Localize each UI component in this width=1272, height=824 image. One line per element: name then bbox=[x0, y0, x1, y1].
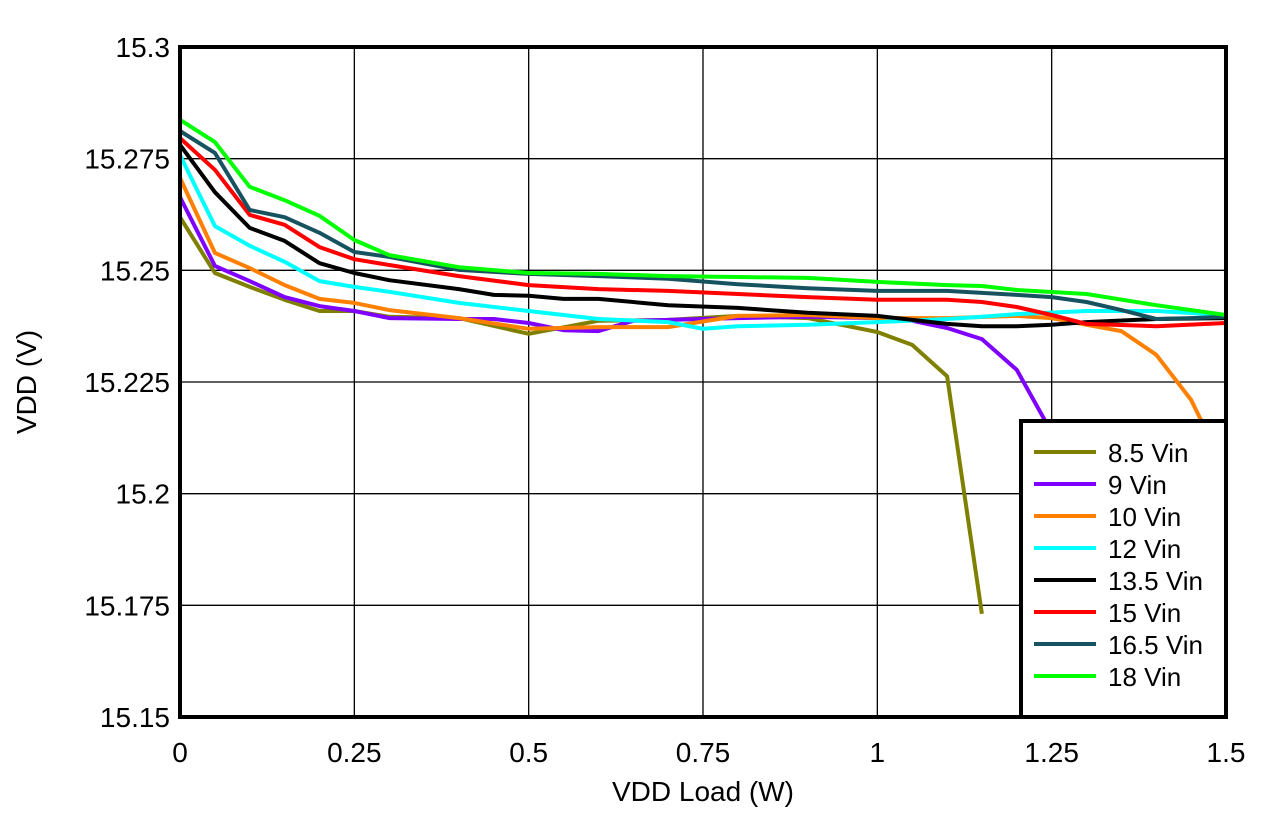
y-tick-label: 15.15 bbox=[100, 702, 170, 733]
y-axis-label: VDD (V) bbox=[11, 330, 42, 434]
legend-label: 15 Vin bbox=[1108, 598, 1181, 628]
x-tick-label: 0.25 bbox=[327, 737, 382, 768]
x-tick-labels: 0 0.25 0.5 0.75 1 1.25 1.5 bbox=[172, 737, 1245, 768]
x-tick-label: 0.5 bbox=[509, 737, 548, 768]
x-tick-label: 1 bbox=[870, 737, 886, 768]
legend-box bbox=[1019, 419, 1228, 719]
legend-label: 10 Vin bbox=[1108, 502, 1181, 532]
plot-frame bbox=[178, 45, 1228, 719]
legend-label: 8.5 Vin bbox=[1108, 438, 1188, 468]
y-tick-label: 15.25 bbox=[100, 255, 170, 286]
x-tick-label: 0 bbox=[172, 737, 188, 768]
legend-label: 18 Vin bbox=[1108, 662, 1181, 692]
series-lines bbox=[178, 118, 1228, 615]
series-line-18-vin bbox=[178, 118, 1227, 317]
y-tick-label: 15.2 bbox=[116, 479, 171, 510]
series-line-8-5-vin bbox=[178, 216, 984, 615]
series-line-16-5-vin bbox=[178, 129, 1227, 321]
y-tick-labels: 15.3 15.275 15.25 15.225 15.2 15.175 15.15 bbox=[84, 32, 170, 733]
legend-label: 12 Vin bbox=[1108, 534, 1181, 564]
legend-label: 16.5 Vin bbox=[1108, 630, 1203, 660]
legend-label: 13.5 Vin bbox=[1108, 566, 1203, 596]
series-line-13-5-vin bbox=[178, 143, 1227, 329]
y-tick-label: 15.225 bbox=[84, 367, 170, 398]
x-tick-label: 0.75 bbox=[676, 737, 731, 768]
y-tick-label: 15.175 bbox=[84, 590, 170, 621]
x-tick-label: 1.25 bbox=[1024, 737, 1079, 768]
y-tick-label: 15.3 bbox=[116, 32, 171, 63]
series-line-12-vin bbox=[178, 154, 1227, 331]
series-line-9-vin bbox=[178, 196, 1089, 539]
series-line-10-vin bbox=[178, 177, 1228, 473]
x-tick-label: 1.5 bbox=[1207, 737, 1246, 768]
y-tick-label: 15.275 bbox=[84, 144, 170, 175]
legend-label: 9 Vin bbox=[1108, 470, 1167, 500]
x-axis-label: VDD Load (W) bbox=[612, 776, 794, 807]
series-line-15-vin bbox=[178, 136, 1227, 329]
